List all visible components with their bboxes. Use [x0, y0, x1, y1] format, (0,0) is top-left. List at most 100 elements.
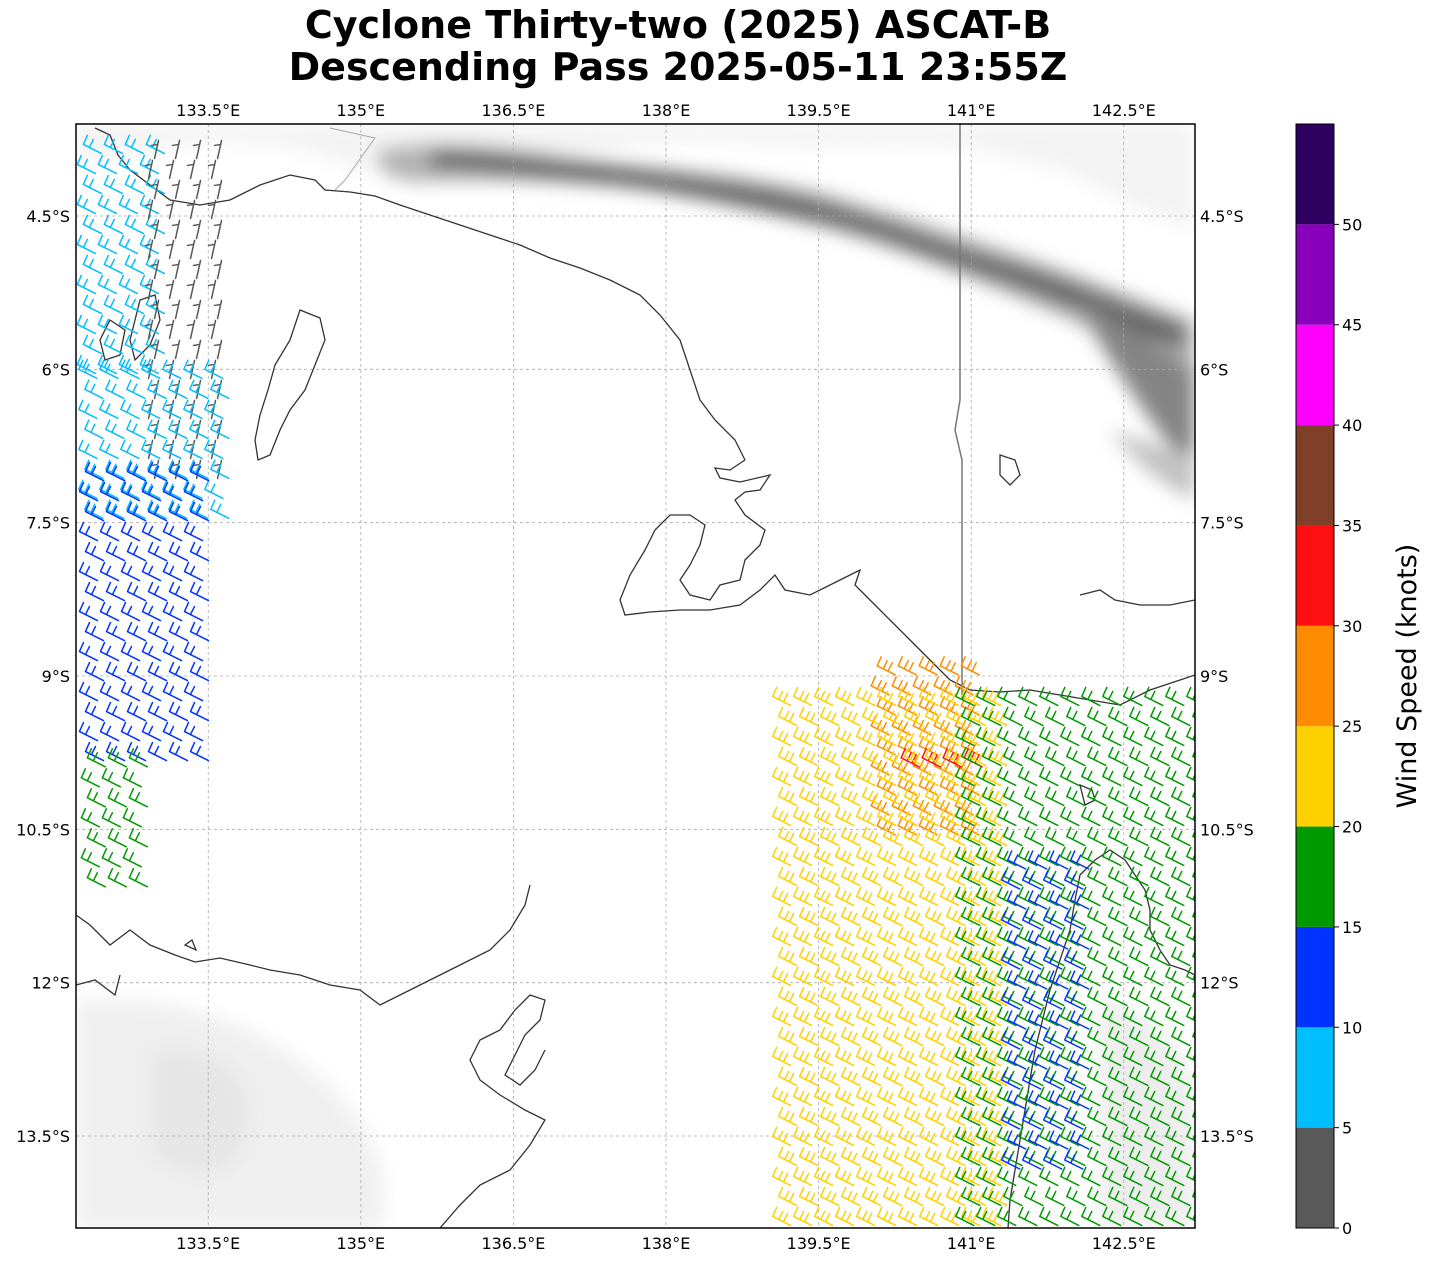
wind-barb: [128, 748, 149, 768]
wind-barb: [1024, 746, 1044, 767]
colorbar-tick-label: 40: [1342, 416, 1362, 435]
wind-barb: [966, 1186, 987, 1207]
wind-barb: [855, 966, 876, 987]
wind-barb: [987, 866, 1008, 887]
wind-barb: [924, 906, 945, 927]
wind-barb: [1165, 1006, 1185, 1027]
wind-barb: [939, 1006, 960, 1027]
wind-barb: [997, 1006, 1017, 1027]
wind-barb: [955, 766, 975, 787]
wind-barb: [819, 946, 840, 967]
wind-barb: [122, 768, 143, 788]
wind-barb: [997, 1126, 1017, 1147]
wind-barb: [1006, 1090, 1027, 1110]
wind-barb: [1000, 870, 1021, 890]
wind-barb: [207, 439, 217, 460]
wind-barb: [987, 746, 1008, 767]
wind-barb: [1171, 1066, 1191, 1087]
wind-barb: [1087, 1186, 1107, 1207]
lon-tick-label: 139.5°E: [787, 1234, 851, 1253]
wind-barb: [921, 748, 941, 768]
wind-barb: [798, 706, 819, 727]
wind-barb: [813, 766, 834, 787]
wind-barb: [84, 661, 105, 682]
wind-barb: [103, 174, 124, 195]
wind-barb: [1060, 886, 1080, 907]
wind-barb: [1039, 1086, 1059, 1107]
wind-barb: [981, 1126, 1002, 1147]
lon-tick-label: 133.5°E: [176, 1234, 240, 1253]
wind-barb: [186, 239, 196, 260]
wind-barb: [1102, 766, 1122, 787]
wind-barb: [1081, 1046, 1101, 1067]
wind-barb: [120, 681, 141, 702]
wind-barb: [1027, 1130, 1048, 1150]
wind-barb: [80, 848, 101, 868]
title-line-1: Cyclone Thirty-two (2025) ASCAT-B: [304, 3, 1052, 47]
wind-barb: [162, 601, 183, 622]
wind-barb: [139, 314, 160, 335]
wind-barb: [942, 748, 962, 768]
wind-barb: [955, 966, 975, 987]
wind-barb: [141, 641, 162, 662]
wind-barb: [165, 159, 175, 180]
wind-barb: [84, 621, 105, 642]
wind-barb: [792, 1206, 813, 1227]
wind-barb: [960, 1086, 981, 1107]
wind-barb: [162, 721, 183, 742]
wind-barb: [171, 339, 181, 360]
wind-barb: [834, 1126, 855, 1147]
wind-barb: [897, 1046, 918, 1067]
wind-barb: [771, 1166, 792, 1187]
wind-barb: [982, 1066, 1002, 1087]
wind-barb: [204, 439, 224, 460]
wind-barb: [189, 419, 209, 440]
wind-barb: [80, 808, 101, 828]
wind-barb: [1102, 726, 1122, 747]
wind-barb: [186, 399, 196, 420]
wind-barb: [101, 768, 122, 788]
wind-barb: [960, 886, 981, 907]
wind-barb: [1066, 746, 1086, 767]
wind-barb: [924, 946, 945, 967]
wind-barb: [1171, 1026, 1191, 1047]
wind-barb: [876, 686, 897, 707]
wind-barb: [1063, 910, 1084, 930]
wind-barb: [924, 1186, 945, 1207]
lon-tick-label: 133.5°E: [176, 101, 240, 120]
wind-barb: [99, 561, 120, 582]
wind-barb: [1018, 1126, 1038, 1147]
wind-barb: [168, 701, 189, 722]
wind-barb: [981, 766, 1002, 787]
wind-barb: [1018, 1006, 1038, 1027]
wind-barb: [834, 966, 855, 987]
wind-barb: [1087, 1026, 1107, 1047]
wind-barb: [960, 926, 981, 947]
wind-barb: [945, 946, 966, 967]
wind-barb: [1123, 1166, 1143, 1187]
wind-barb: [771, 806, 792, 827]
wind-barb: [918, 886, 939, 907]
wind-barb: [882, 826, 903, 847]
lon-tick-label: 142.5°E: [1092, 1234, 1156, 1253]
wind-barb: [120, 399, 140, 420]
wind-barb: [939, 1206, 960, 1227]
wind-barb: [960, 1046, 981, 1067]
wind-barb: [1165, 1166, 1185, 1187]
wind-barb: [987, 1026, 1008, 1047]
wind-barb: [124, 254, 145, 275]
wind-barb: [1108, 906, 1128, 927]
wind-barb: [99, 481, 120, 502]
wind-barb: [213, 379, 223, 400]
wind-barb: [982, 866, 1002, 887]
wind-barb: [1129, 1146, 1149, 1167]
wind-barb: [186, 159, 196, 180]
wind-barb: [897, 656, 917, 676]
colorbar: 0 5 10 15 20 25 30 35 40 45 50: [1295, 123, 1362, 1238]
wind-barb: [1000, 1110, 1021, 1130]
wind-barb: [1060, 1006, 1080, 1027]
wind-barb: [204, 359, 224, 380]
wind-barb: [213, 179, 223, 200]
title-line-2: Descending Pass 2025-05-11 23:55Z: [288, 45, 1068, 89]
wind-barb: [1003, 786, 1023, 807]
